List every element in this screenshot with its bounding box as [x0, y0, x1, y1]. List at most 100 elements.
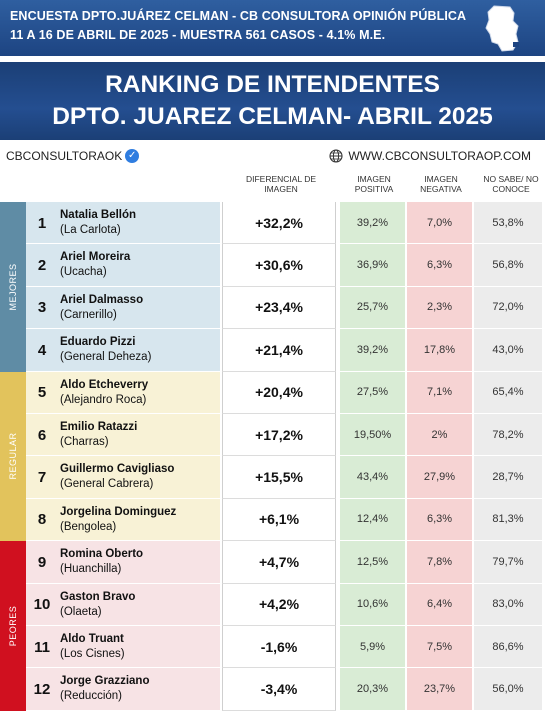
no-sabe-value: 72,0% — [474, 286, 542, 330]
col-header-positiva: IMAGEN POSITIVA — [354, 174, 394, 194]
imagen-positiva-value: 19,50% — [340, 414, 405, 457]
mayor-town: (Huanchilla) — [60, 563, 122, 576]
brand-handle: CBCONSULTORAOK ✓ — [6, 149, 140, 163]
survey-header-line1: ENCUESTA DPTO.JUÁREZ CELMAN - CB CONSULT… — [10, 9, 467, 23]
table-row: 9 Romina Oberto (Huanchilla) +4,7% 12,5% 7,8%… — [26, 541, 545, 584]
no-sabe-value: 56,8% — [474, 244, 542, 287]
diferencial-value: +4,7% — [222, 541, 336, 584]
imagen-positiva-value: 36,9% — [340, 244, 405, 287]
title-banner: RANKING DE INTENDENTES DPTO. JUAREZ CELM… — [0, 62, 545, 140]
survey-header-line2: 11 A 16 DE ABRIL DE 2025 - MUESTRA 561 C… — [10, 28, 386, 42]
table-row: 6 Emilio Ratazzi (Charras) +17,2% 19,50% 2% 78… — [26, 414, 545, 457]
imagen-positiva-value: 12,5% — [340, 541, 405, 584]
table-row: 1 Natalia Bellón (La Carlota) +32,2% 39,2% 7,… — [26, 202, 545, 245]
mayor-town: (General Deheza) — [60, 351, 152, 364]
mayor-name: Ariel Moreira — [60, 251, 131, 264]
mayor-name: Aldo Etcheverry — [60, 378, 149, 391]
no-sabe-value: 43,0% — [474, 329, 542, 372]
mayor-name: Ariel Dalmasso — [60, 293, 144, 306]
mayor-town: (Olaeta) — [60, 605, 102, 618]
no-sabe-value: 79,7% — [474, 541, 542, 584]
table-row: 10 Gaston Bravo (Olaeta) +4,2% 10,6% 6,4% 83,0… — [26, 583, 545, 626]
table-row: 7 Guillermo Cavigliaso (General Cabrera) +1… — [26, 456, 545, 499]
imagen-negativa-value: 23,7% — [407, 668, 472, 711]
title-line2: DPTO. JUAREZ CELMAN- ABRIL 2025 — [52, 103, 493, 130]
imagen-negativa-value: 27,9% — [407, 456, 472, 499]
table-row: 2 Ariel Moreira (Ucacha) +30,6% 36,9% 6,3% 56,… — [26, 244, 545, 287]
row-name-background — [26, 286, 220, 330]
mayor-name: Gaston Bravo — [60, 590, 136, 603]
row-name-background — [26, 498, 220, 542]
group-label-mejores: MEJORES — [0, 202, 26, 372]
diferencial-value: -1,6% — [222, 626, 336, 669]
row-name-background — [26, 541, 220, 584]
imagen-positiva-value: 5,9% — [340, 626, 405, 669]
col-header-negativa: IMAGEN NEGATIVA — [420, 174, 462, 194]
row-name-background — [26, 456, 220, 499]
verified-badge-icon: ✓ — [125, 149, 140, 163]
table-row: 5 Aldo Etcheverry (Alejandro Roca) +20,4% 27… — [26, 371, 545, 414]
rank-number: 10 — [33, 596, 51, 614]
table-row: 12 Jorge Grazziano (Reducción) -3,4% 20,3% 23… — [26, 668, 545, 711]
rank-number: 2 — [37, 257, 47, 275]
rank-number: 3 — [37, 299, 47, 317]
imagen-negativa-value: 6,3% — [407, 498, 472, 542]
group-label-peores: PEORES — [0, 541, 26, 711]
group-label-text: PEORES — [8, 605, 18, 647]
diferencial-value: +30,6% — [222, 244, 336, 287]
survey-header: ENCUESTA DPTO.JUÁREZ CELMAN - CB CONSULT… — [0, 0, 545, 56]
brand-handle-text: CBCONSULTORAOK — [6, 149, 123, 163]
imagen-negativa-value: 7,1% — [407, 371, 472, 414]
mayor-town: (Los Cisnes) — [60, 648, 125, 660]
diferencial-value: +23,4% — [222, 286, 336, 330]
mayor-town: (Carnerillo) — [60, 308, 117, 321]
imagen-negativa-value: 7,5% — [407, 626, 472, 669]
rank-number: 7 — [37, 469, 47, 487]
mayor-town: (Charras) — [60, 436, 109, 448]
mayor-town: (La Carlota) — [60, 224, 121, 236]
no-sabe-value: 65,4% — [474, 371, 542, 414]
website-text: WWW.CBCONSULTORAOP.COM — [348, 149, 531, 163]
mayor-town: (Bengolea) — [60, 520, 117, 533]
group-label-regular: REGULAR — [0, 371, 26, 542]
mayor-name: Jorgelina Dominguez — [60, 505, 177, 518]
row-name-background — [26, 329, 220, 372]
col-header-no-sabe: NO SABE/ NO CONOCE — [483, 174, 539, 194]
title-line1: RANKING DE INTENDENTES — [105, 71, 440, 98]
rank-number: 12 — [33, 681, 51, 699]
no-sabe-value: 83,0% — [474, 583, 542, 626]
diferencial-value: +20,4% — [222, 371, 336, 414]
row-name-background — [26, 668, 220, 711]
diferencial-value: -3,4% — [222, 668, 336, 711]
imagen-positiva-value: 27,5% — [340, 371, 405, 414]
no-sabe-value: 56,0% — [474, 668, 542, 711]
rank-number: 5 — [37, 384, 47, 402]
rank-number: 11 — [34, 638, 50, 656]
group-label-text: REGULAR — [8, 432, 18, 480]
table-row: 3 Ariel Dalmasso (Carnerillo) +23,4% 25,7% 2,… — [26, 286, 545, 330]
mayor-town: (General Cabrera) — [60, 478, 154, 491]
rank-number: 4 — [37, 341, 47, 359]
mayor-name: Natalia Bellón — [60, 209, 137, 221]
imagen-positiva-value: 39,2% — [340, 329, 405, 372]
globe-icon — [329, 149, 343, 163]
diferencial-value: +32,2% — [222, 202, 336, 245]
imagen-positiva-value: 20,3% — [340, 668, 405, 711]
no-sabe-value: 28,7% — [474, 456, 542, 499]
imagen-positiva-value: 43,4% — [340, 456, 405, 499]
mayor-name: Guillermo Cavigliaso — [60, 463, 175, 476]
mayor-name: Eduardo Pizzi — [60, 336, 136, 349]
no-sabe-value: 78,2% — [474, 414, 542, 457]
rank-number: 6 — [37, 426, 47, 444]
diferencial-value: +17,2% — [222, 414, 336, 457]
mayor-name: Jorge Grazziano — [60, 675, 150, 688]
imagen-negativa-value: 7,0% — [407, 202, 472, 245]
rank-number: 8 — [37, 511, 47, 529]
imagen-negativa-value: 6,3% — [407, 244, 472, 287]
diferencial-value: +21,4% — [222, 329, 336, 372]
province-map-icon — [485, 5, 519, 52]
no-sabe-value: 81,3% — [474, 498, 542, 542]
rank-number: 9 — [37, 553, 47, 571]
diferencial-value: +15,5% — [222, 456, 336, 499]
imagen-negativa-value: 2% — [407, 414, 472, 457]
